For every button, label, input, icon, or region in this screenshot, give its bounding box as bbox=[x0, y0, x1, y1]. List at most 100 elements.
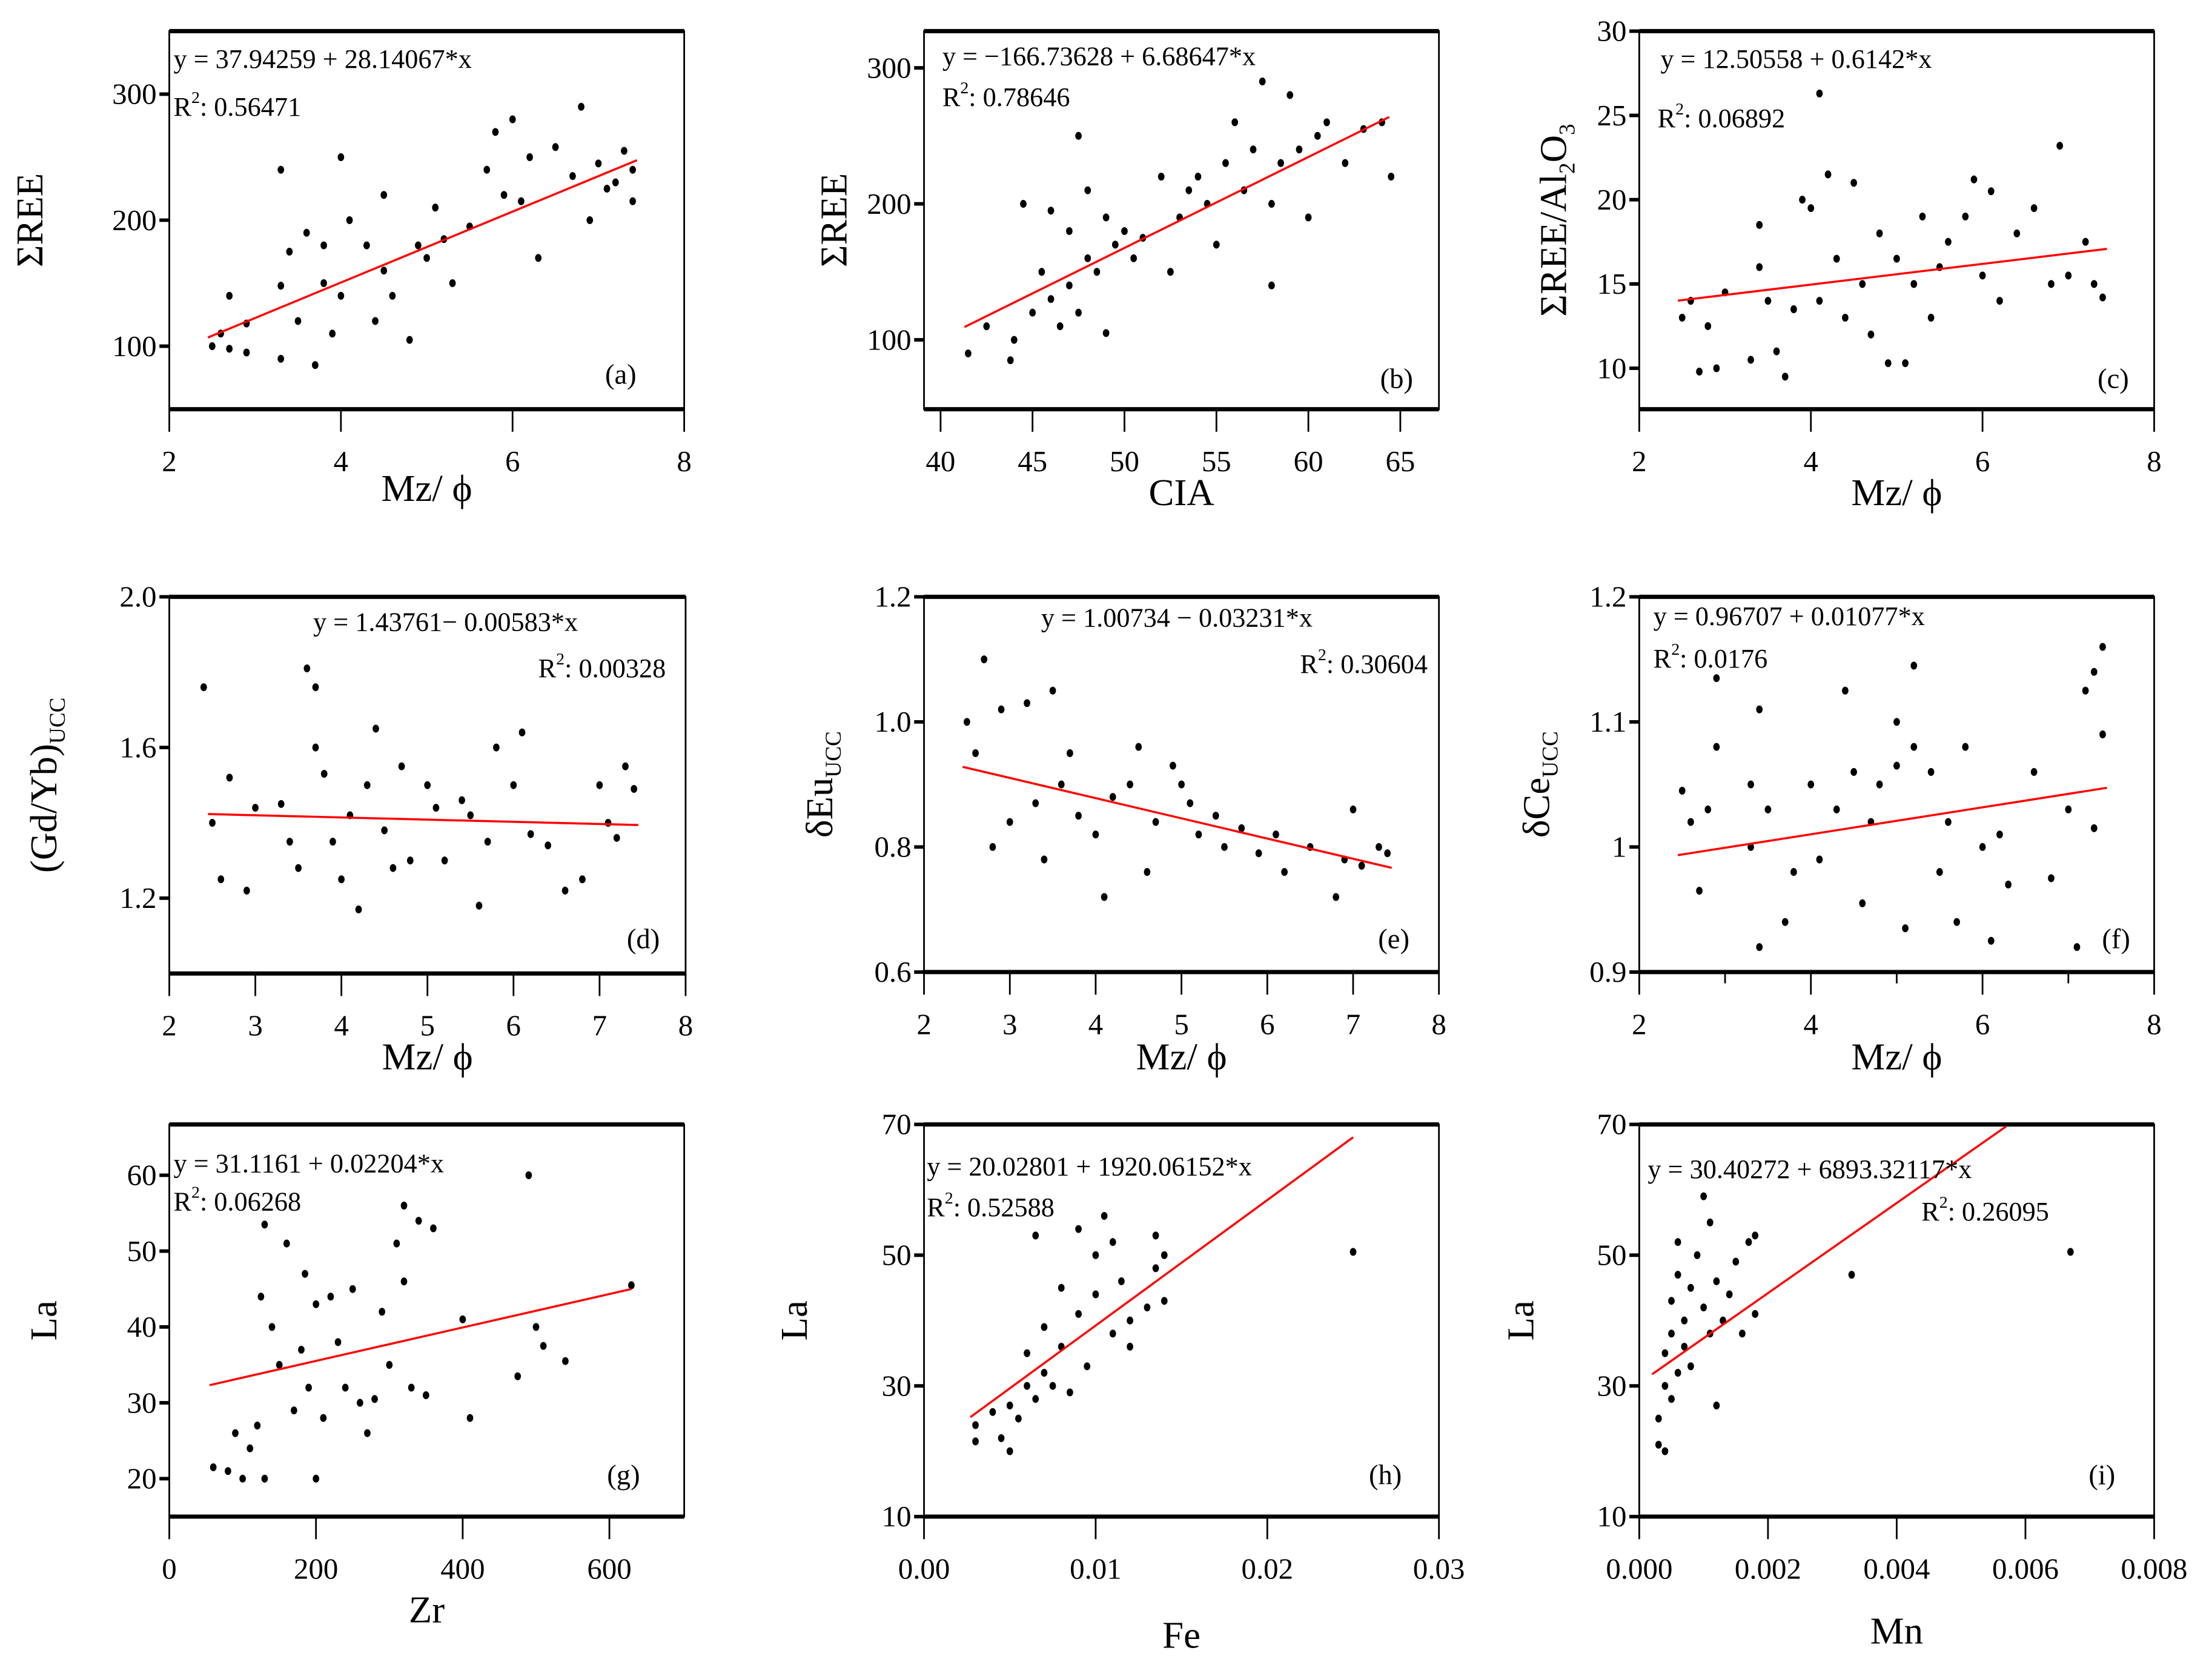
data-point bbox=[1945, 818, 1952, 826]
data-point bbox=[1066, 227, 1073, 235]
x-tick-label: 0 bbox=[162, 1552, 176, 1585]
data-point bbox=[2082, 237, 2089, 246]
y-tick-label: 70 bbox=[1597, 1108, 1627, 1141]
data-point bbox=[1286, 91, 1294, 99]
x-tick-label: 55 bbox=[1202, 445, 1231, 478]
data-point bbox=[1842, 686, 1849, 695]
regression-equation: y = 20.02801 + 1920.06152*x bbox=[927, 1151, 1252, 1181]
data-point bbox=[1084, 1362, 1091, 1371]
r-squared-value: : 0.78646 bbox=[969, 82, 1070, 112]
data-point bbox=[1010, 336, 1018, 344]
r-superscript: 2 bbox=[191, 1184, 200, 1202]
data-point bbox=[1213, 240, 1220, 249]
data-point bbox=[303, 664, 311, 673]
data-point bbox=[1704, 322, 1712, 330]
data-point bbox=[1231, 118, 1239, 127]
data-point bbox=[621, 147, 628, 155]
x-tick-label: 8 bbox=[678, 1009, 693, 1042]
data-point bbox=[1655, 1440, 1662, 1449]
data-point bbox=[1962, 743, 1969, 751]
data-point bbox=[2065, 271, 2072, 280]
x-tick-label: 65 bbox=[1385, 445, 1415, 478]
data-point bbox=[2048, 280, 2055, 288]
data-point bbox=[371, 1395, 378, 1403]
x-tick-label: 0.02 bbox=[1241, 1552, 1293, 1585]
data-point bbox=[1388, 173, 1395, 181]
data-point bbox=[1850, 767, 1857, 776]
x-tick-label: 4 bbox=[1088, 1007, 1103, 1041]
x-tick-label: 0.004 bbox=[1863, 1552, 1930, 1585]
data-point bbox=[312, 743, 319, 752]
data-point bbox=[545, 841, 551, 850]
data-point bbox=[1029, 308, 1036, 317]
data-point bbox=[1349, 805, 1357, 813]
data-point bbox=[1681, 1316, 1688, 1325]
data-point bbox=[1075, 812, 1082, 820]
data-point bbox=[525, 1171, 532, 1179]
data-point bbox=[1848, 1271, 1855, 1279]
data-point bbox=[1902, 359, 1909, 368]
r-squared-value: : 0.30604 bbox=[1326, 649, 1428, 679]
data-point bbox=[338, 875, 345, 884]
x-tick-label: 2 bbox=[162, 445, 176, 478]
data-point bbox=[532, 1323, 540, 1331]
y-tick-label: 25 bbox=[1597, 99, 1627, 132]
data-point bbox=[1250, 145, 1257, 154]
y-tick-label: 50 bbox=[882, 1239, 912, 1272]
data-point bbox=[261, 1474, 268, 1483]
data-point bbox=[252, 804, 259, 812]
regression-line bbox=[964, 116, 1390, 328]
data-point bbox=[400, 1201, 408, 1210]
data-point bbox=[1655, 1414, 1662, 1423]
data-point bbox=[1135, 743, 1142, 751]
data-point bbox=[1752, 1231, 1759, 1240]
data-point bbox=[972, 749, 979, 758]
y-tick-label: 50 bbox=[127, 1234, 157, 1268]
data-point bbox=[2090, 824, 2098, 832]
data-point bbox=[510, 781, 517, 789]
data-point bbox=[1101, 1212, 1108, 1220]
data-point bbox=[277, 282, 285, 290]
data-point bbox=[613, 833, 620, 842]
r-squared-value: : 0.06268 bbox=[200, 1187, 301, 1217]
data-point bbox=[386, 1360, 393, 1369]
r-symbol: R bbox=[942, 82, 961, 112]
data-point bbox=[2099, 730, 2106, 739]
data-point bbox=[1384, 849, 1391, 858]
data-point bbox=[1816, 855, 1823, 864]
data-point bbox=[1268, 281, 1275, 290]
data-point bbox=[225, 1467, 231, 1475]
data-point bbox=[1194, 173, 1202, 181]
data-point bbox=[1781, 372, 1789, 381]
data-point bbox=[1066, 281, 1073, 290]
y-tick-label: 200 bbox=[112, 204, 156, 237]
x-tick-label: 0.000 bbox=[1606, 1552, 1672, 1585]
y-tick-label: 1 bbox=[1612, 830, 1626, 864]
data-point bbox=[596, 781, 603, 789]
y-tick-label: 1.0 bbox=[874, 705, 911, 738]
y-tick-label: 40 bbox=[127, 1310, 157, 1343]
data-point bbox=[356, 1399, 363, 1407]
data-point bbox=[2056, 142, 2064, 150]
data-point bbox=[1101, 893, 1108, 901]
data-point bbox=[493, 743, 500, 752]
r-superscript: 2 bbox=[1939, 1193, 1948, 1212]
y-tick-label: 300 bbox=[867, 51, 911, 84]
data-point bbox=[441, 856, 448, 865]
data-point bbox=[1127, 1342, 1133, 1351]
data-point bbox=[1661, 1382, 1669, 1390]
data-point bbox=[2073, 943, 2081, 952]
data-point bbox=[1075, 1309, 1082, 1318]
y-title-main: (Gd/Yb) bbox=[22, 744, 65, 873]
data-point bbox=[1668, 1395, 1675, 1403]
data-point bbox=[1305, 213, 1312, 222]
data-point bbox=[355, 905, 362, 914]
data-point bbox=[1049, 1382, 1056, 1390]
data-point bbox=[1268, 200, 1275, 208]
data-point bbox=[1075, 308, 1082, 317]
r-symbol: R bbox=[1921, 1197, 1939, 1227]
y-title-subscript: 2 bbox=[1555, 162, 1580, 174]
y-tick-label: 30 bbox=[127, 1386, 157, 1419]
data-point bbox=[1884, 359, 1892, 368]
x-tick-label: 8 bbox=[677, 445, 691, 478]
